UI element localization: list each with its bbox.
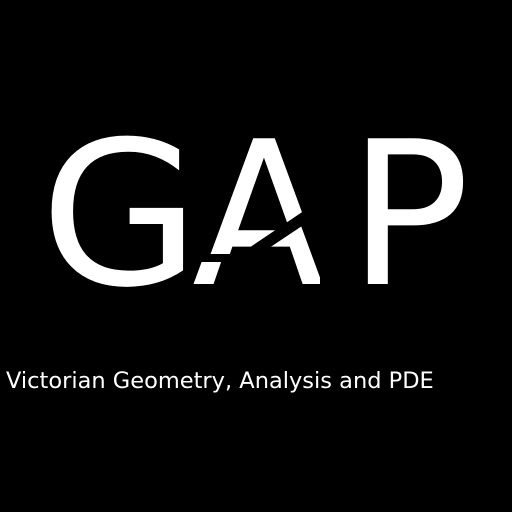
logo-letter-a-upper: A	[198, 99, 330, 332]
logo-letter-p: P	[348, 99, 470, 332]
logo-letter-a: A A	[192, 99, 330, 332]
logo-letter-g: G	[40, 99, 200, 332]
logo-letter-a-lower: A	[192, 99, 324, 332]
tagline: Victorian Geometry, Analysis and PDE	[6, 368, 434, 394]
